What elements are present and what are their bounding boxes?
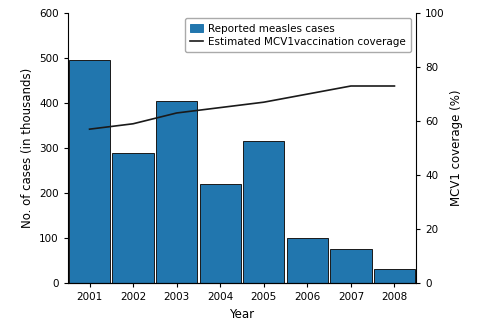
Bar [287, 238, 328, 283]
X-axis label: Year: Year [229, 308, 255, 320]
Bar [243, 141, 285, 283]
Legend: Reported measles cases, Estimated MCV1vaccination coverage: Reported measles cases, Estimated MCV1va… [185, 18, 411, 52]
Y-axis label: MCV1 coverage (%): MCV1 coverage (%) [451, 90, 464, 206]
Bar [374, 269, 415, 283]
Bar [69, 60, 110, 283]
Bar [156, 101, 197, 283]
Bar [199, 184, 241, 283]
Bar [112, 153, 154, 283]
Y-axis label: No. of cases (in thousands): No. of cases (in thousands) [20, 68, 33, 228]
Bar [330, 249, 372, 283]
